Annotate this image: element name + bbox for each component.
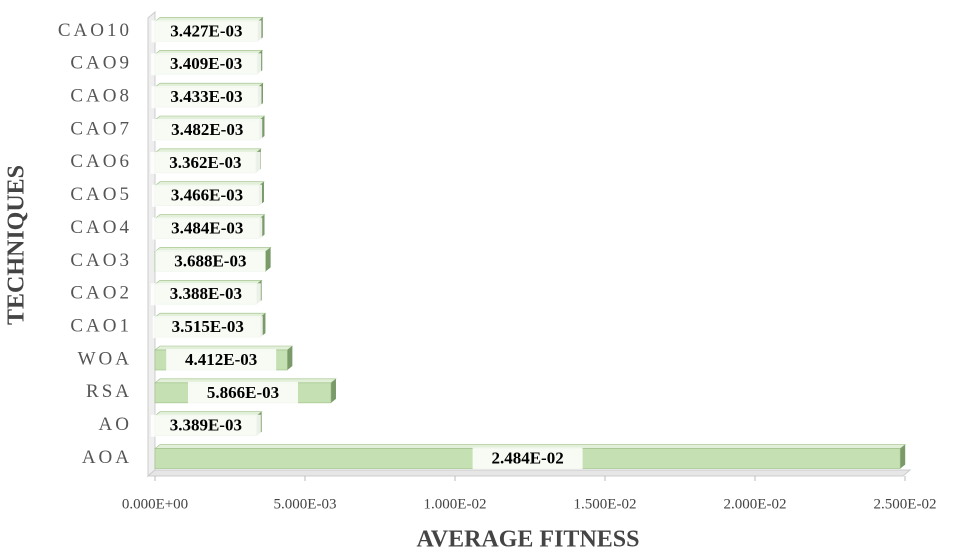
y-tick-label: WOA bbox=[78, 348, 132, 369]
value-label-bg bbox=[151, 86, 262, 109]
value-label-bg bbox=[152, 217, 263, 240]
value-label: 3.409E-03 bbox=[170, 54, 242, 73]
value-label-bg bbox=[151, 53, 262, 76]
value-label-bg bbox=[151, 184, 262, 207]
bar-side bbox=[265, 247, 271, 272]
y-tick-label: CAO8 bbox=[70, 86, 132, 107]
y-tick-label: CAO9 bbox=[70, 53, 132, 74]
x-tick-label: 1.500E-02 bbox=[574, 496, 637, 512]
x-tick-label: 0.000E+00 bbox=[122, 496, 188, 512]
x-tick-label: 1.000E-02 bbox=[424, 496, 487, 512]
value-label: 3.515E-03 bbox=[172, 317, 244, 336]
value-label: 3.466E-03 bbox=[171, 186, 243, 205]
value-label-bg bbox=[152, 119, 263, 141]
y-tick-label: CAO4 bbox=[70, 217, 132, 238]
y-tick-label: AO bbox=[99, 414, 132, 435]
y-axis-title: TECHNIQUES bbox=[4, 165, 30, 325]
value-label-bg bbox=[150, 414, 261, 437]
axis-wall bbox=[147, 10, 156, 478]
value-label-bg bbox=[472, 447, 583, 470]
value-label: 3.427E-03 bbox=[170, 21, 242, 40]
value-label-bg bbox=[166, 349, 277, 371]
y-tick-label: CAO2 bbox=[70, 283, 132, 304]
value-label: 2.484E-02 bbox=[491, 448, 563, 467]
y-tick-label: CAO10 bbox=[58, 20, 132, 41]
value-label: 3.388E-03 bbox=[170, 284, 242, 303]
y-tick-label: CAO3 bbox=[70, 250, 132, 271]
y-tick-label: CAO5 bbox=[70, 184, 132, 205]
x-axis-title: AVERAGE FITNESS bbox=[417, 527, 640, 553]
y-tick-label: CAO6 bbox=[70, 151, 132, 172]
value-label-bg bbox=[187, 381, 298, 404]
value-label: 3.482E-03 bbox=[171, 120, 243, 139]
axis-floor bbox=[146, 469, 912, 477]
value-label-bg bbox=[152, 316, 263, 339]
bar-side bbox=[900, 444, 906, 469]
value-label: 5.866E-03 bbox=[207, 383, 279, 402]
x-tick-label: 2.500E-02 bbox=[874, 496, 937, 512]
value-label-bg bbox=[155, 250, 266, 273]
x-tick-label: 5.000E-03 bbox=[274, 496, 337, 512]
y-tick-label: CAO7 bbox=[70, 118, 132, 139]
x-tick-label: 2.000E-02 bbox=[724, 496, 787, 512]
y-tick-label: CAO1 bbox=[70, 316, 132, 337]
value-label: 3.362E-03 bbox=[169, 153, 241, 172]
value-label: 3.484E-03 bbox=[171, 218, 243, 237]
value-label-bg bbox=[151, 20, 262, 43]
y-tick-label: RSA bbox=[86, 381, 132, 402]
bar-side bbox=[330, 378, 336, 403]
bar-side bbox=[287, 346, 293, 370]
value-label-bg bbox=[150, 151, 261, 174]
value-label: 3.688E-03 bbox=[174, 251, 246, 270]
value-label: 4.412E-03 bbox=[185, 350, 257, 369]
value-label: 3.433E-03 bbox=[170, 87, 242, 106]
y-tick-label: AOA bbox=[82, 447, 132, 468]
value-label-bg bbox=[150, 283, 261, 306]
value-label: 3.389E-03 bbox=[170, 416, 242, 435]
